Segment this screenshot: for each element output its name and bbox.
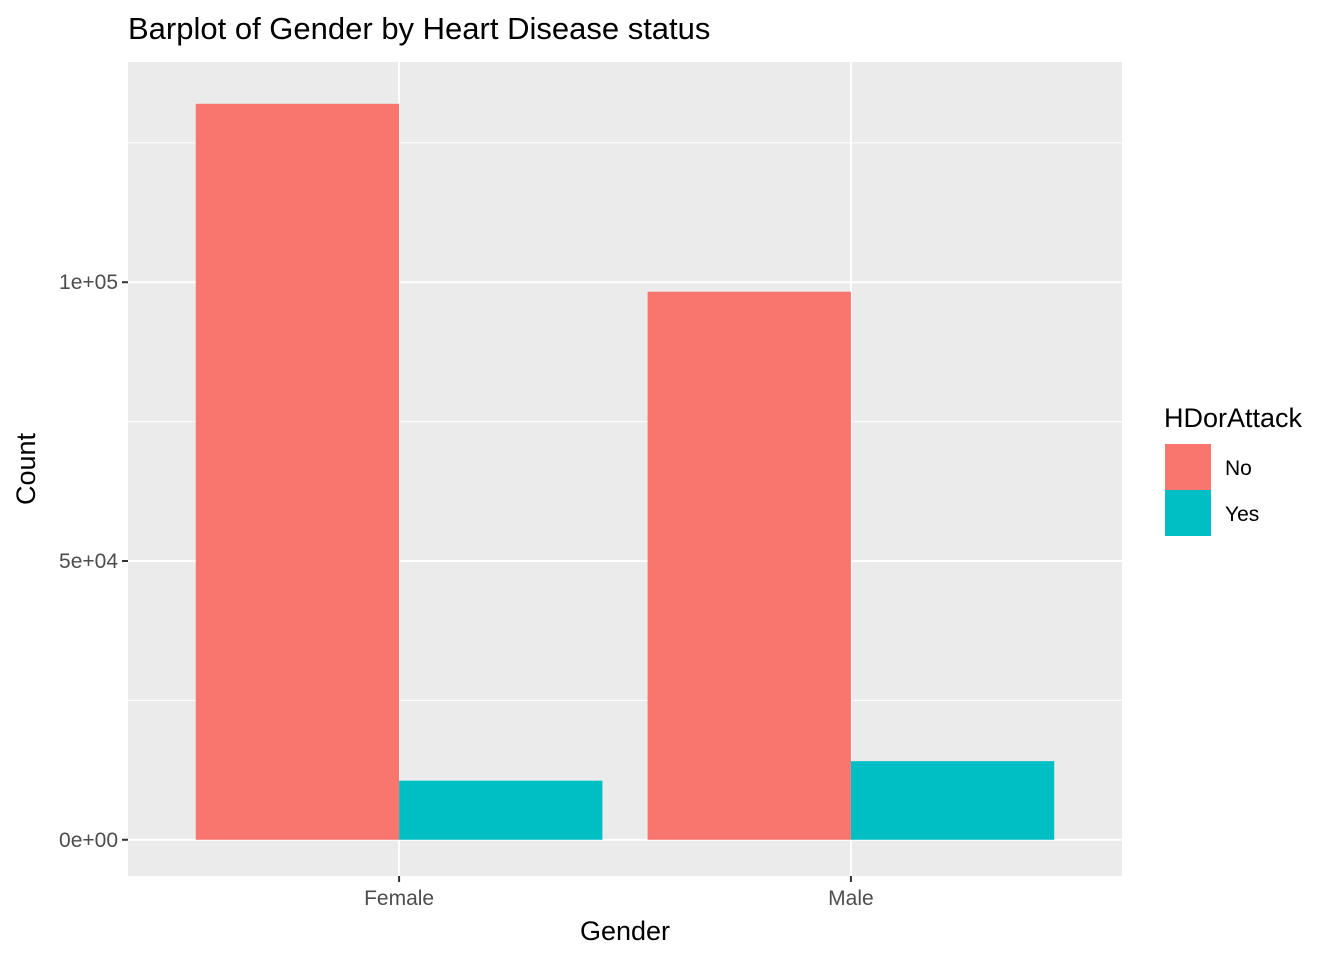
legend-items: No Yes [1165, 444, 1259, 536]
bar-male-no [647, 291, 851, 840]
y-tick-label: 0e+00 [59, 829, 118, 852]
x-tick-label: Male [828, 887, 874, 910]
legend: HDorAttack No Yes [1164, 403, 1303, 536]
x-axis: Female Male [364, 876, 874, 910]
chart-title: Barplot of Gender by Heart Disease statu… [128, 11, 710, 46]
bars [195, 103, 1055, 840]
x-axis-title: Gender [580, 916, 670, 946]
legend-label: No [1225, 457, 1252, 480]
legend-swatch-yes [1165, 490, 1211, 536]
bar-female-no [195, 103, 400, 840]
y-tick-label: 1e+05 [59, 271, 118, 294]
y-axis-title: Count [11, 432, 41, 505]
x-tick-label: Female [364, 887, 434, 910]
y-tick-label: 5e+04 [59, 550, 118, 573]
bar-female-yes [399, 780, 603, 840]
legend-title: HDorAttack [1164, 403, 1303, 433]
legend-label: Yes [1225, 503, 1259, 526]
y-axis: 0e+00 5e+04 1e+05 [59, 271, 128, 852]
legend-swatch-no [1165, 444, 1211, 490]
bar-male-yes [850, 761, 1055, 840]
